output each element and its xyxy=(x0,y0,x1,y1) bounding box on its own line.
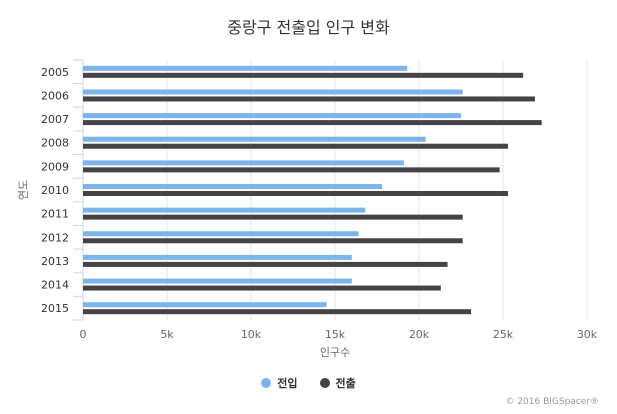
bar-series-1 xyxy=(83,136,426,142)
y-tick-label: 2010 xyxy=(41,184,69,197)
y-tick-label: 2011 xyxy=(41,208,69,221)
bar-series-2 xyxy=(83,143,509,149)
bar-series-1 xyxy=(83,160,404,166)
y-tick-label: 2007 xyxy=(41,113,69,126)
y-tick-label: 2006 xyxy=(41,89,69,102)
bar-series-2 xyxy=(83,261,448,267)
legend-item-series-2[interactable]: 전출 xyxy=(319,375,356,391)
bar-series-2 xyxy=(83,238,463,244)
x-tick-label: 15k xyxy=(325,328,346,341)
x-tick-label: 25k xyxy=(493,328,514,341)
chart-title: 중랑구 전출입 인구 변화 xyxy=(227,18,390,37)
y-tick-label: 2009 xyxy=(41,160,69,173)
bar-series-2 xyxy=(83,191,509,196)
bar-series-1 xyxy=(83,65,408,71)
bar-series-1 xyxy=(83,207,366,213)
x-tick-label: 0 xyxy=(80,328,87,341)
bar-series-2 xyxy=(83,167,500,173)
bar-series-2 xyxy=(83,214,463,220)
legend: 전입 전출 xyxy=(0,375,617,391)
bar-series-2 xyxy=(83,96,535,102)
y-tick-label: 2015 xyxy=(41,302,69,315)
bar-series-2 xyxy=(83,285,441,291)
y-axis-title: 연도 xyxy=(17,180,30,200)
credits-text: © 2016 BIGSpacer® xyxy=(505,397,599,407)
y-tick-label: 2005 xyxy=(41,66,69,79)
x-tick-label: 20k xyxy=(409,328,430,341)
bar-series-2 xyxy=(83,120,542,126)
legend-item-series-1[interactable]: 전입 xyxy=(261,375,298,391)
bar-series-1 xyxy=(83,254,352,260)
bar-series-1 xyxy=(83,89,463,95)
bar-series-1 xyxy=(83,302,327,308)
bar-series-1 xyxy=(83,278,352,284)
bar-series-2 xyxy=(83,309,472,315)
y-tick-label: 2013 xyxy=(41,255,69,268)
bar-series-1 xyxy=(83,113,461,119)
y-tick-label: 2008 xyxy=(41,137,69,150)
bar-series-2 xyxy=(83,72,524,78)
x-tick-label: 5k xyxy=(160,328,174,341)
y-tick-label: 2012 xyxy=(41,231,69,244)
legend-label-series-2: 전출 xyxy=(335,377,356,390)
legend-marker-series-1 xyxy=(261,378,272,388)
x-tick-label: 30k xyxy=(577,328,598,341)
y-tick-label: 2014 xyxy=(41,279,69,292)
x-axis-title: 인구수 xyxy=(320,346,350,359)
bar-series-1 xyxy=(83,184,383,189)
bar-series-1 xyxy=(83,231,359,237)
legend-label-series-1: 전입 xyxy=(277,377,298,390)
x-tick-label: 10k xyxy=(241,328,262,341)
legend-marker-series-2 xyxy=(319,378,330,388)
